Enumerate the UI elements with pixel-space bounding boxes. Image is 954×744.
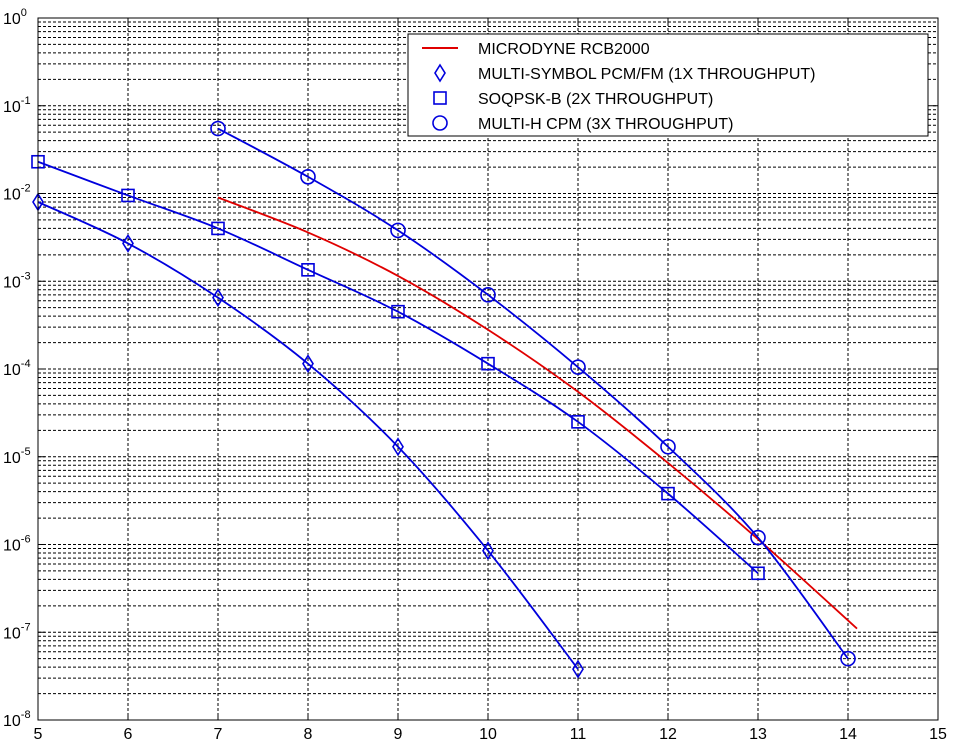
series-line (217, 127, 849, 660)
circle-marker (660, 438, 676, 455)
y-tick-label: 10-8 (3, 709, 31, 730)
square-marker (121, 188, 135, 203)
circle-marker (210, 120, 226, 137)
legend-box (407, 33, 929, 137)
circle-marker (480, 287, 496, 303)
axis-ticks: 5 6 7 8 9 10 11 12 13 14 15 100 10-1 10-2 10-3 10-4 10-5… (3, 7, 947, 743)
diamond-marker (482, 541, 494, 561)
x-tick-label: 12 (659, 726, 677, 743)
y-tick-label: 10-7 (3, 621, 31, 642)
circle-marker (840, 650, 856, 667)
square-marker (661, 486, 675, 501)
diamond-marker (302, 354, 314, 374)
diamond-marker (212, 288, 224, 308)
legend-label: SOQPSK-B (2X THROUGHPUT) (478, 91, 713, 108)
series-layer (31, 120, 858, 679)
x-tick-label: 7 (214, 726, 223, 743)
x-tick-label: 15 (929, 726, 947, 743)
square-marker (391, 304, 405, 319)
x-tick-label: 8 (304, 726, 313, 743)
series-3 (31, 154, 765, 581)
x-tick-label: 14 (839, 726, 857, 743)
series-4 (210, 120, 856, 667)
x-tick-label: 13 (749, 726, 767, 743)
x-tick-label: 11 (570, 726, 587, 743)
circle-marker (750, 529, 766, 546)
y-tick-label: 10-6 (3, 534, 31, 555)
diamond-marker (392, 437, 404, 457)
y-tick-label: 10-1 (3, 95, 31, 116)
circle-marker (390, 222, 406, 239)
x-tick-label: 6 (124, 726, 133, 743)
circle-marker (432, 115, 448, 131)
y-tick-label: 10-4 (3, 358, 31, 379)
y-tick-label: 100 (3, 7, 27, 28)
legend-label: MULTI-H CPM (3X THROUGHPUT) (478, 116, 733, 133)
square-marker (301, 263, 315, 277)
x-tick-label: 5 (34, 726, 43, 743)
series-line (37, 160, 759, 574)
diamond-marker (434, 63, 446, 83)
square-marker (571, 415, 585, 429)
diamond-marker (572, 659, 584, 679)
circle-marker (300, 168, 316, 185)
square-marker (751, 566, 765, 581)
legend-label: MULTI-SYMBOL PCM/FM (1X THROUGHPUT) (478, 66, 816, 83)
legend: MICRODYNE RCB2000 MULTI-SYMBOL PCM/FM (1X… (407, 33, 929, 137)
series-line (217, 196, 858, 630)
y-tick-label: 10-3 (3, 270, 31, 291)
square-marker (211, 221, 225, 236)
square-marker (433, 91, 447, 105)
circle-marker (570, 359, 586, 375)
square-marker (481, 356, 495, 371)
series-2 (32, 192, 584, 679)
series-1 (217, 196, 858, 630)
x-tick-label: 9 (394, 726, 403, 743)
x-tick-label: 10 (479, 726, 497, 743)
legend-label: MICRODYNE RCB2000 (478, 41, 650, 58)
diamond-marker (122, 233, 134, 253)
y-tick-label: 10-5 (3, 446, 31, 467)
y-tick-label: 10-2 (3, 183, 31, 204)
